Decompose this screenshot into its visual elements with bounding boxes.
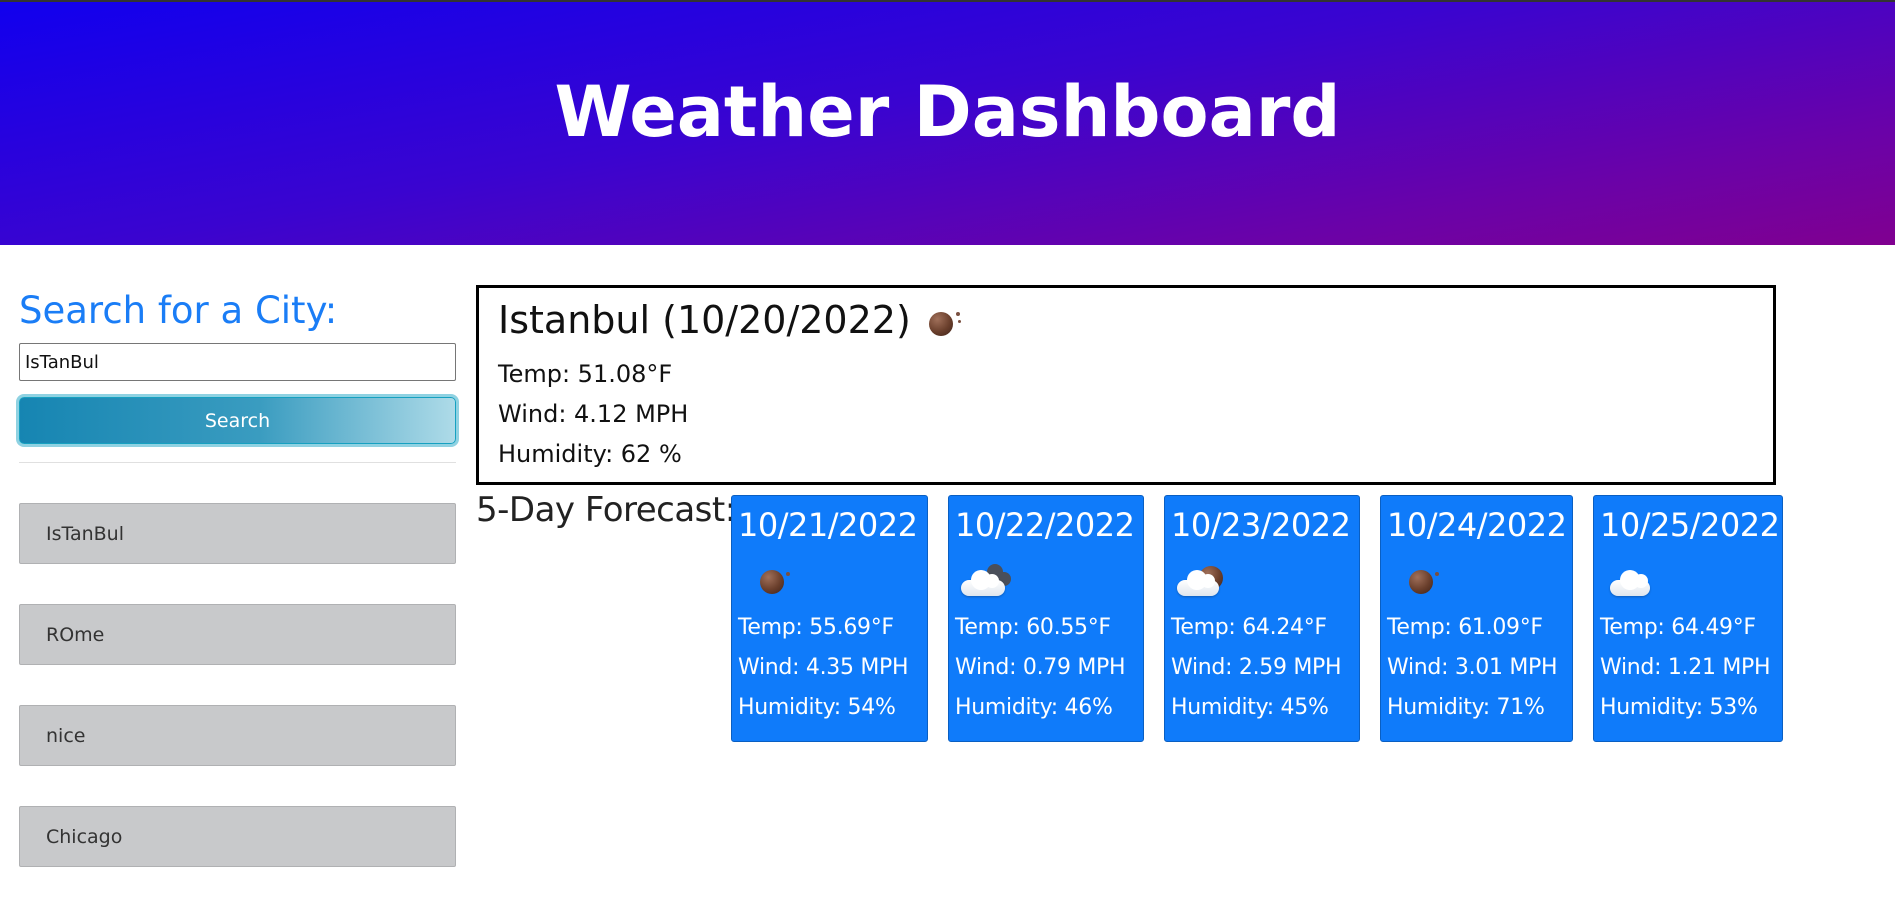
search-sidebar: Search for a City: Search IsTanBul ROme … [19,285,456,907]
night-partly-cloudy-icon [1171,554,1231,604]
forecast-humidity: Humidity: 53% [1600,695,1758,720]
forecast-date: 10/24/2022 [1387,506,1567,544]
current-city-date: Istanbul (10/20/2022) [498,298,911,342]
forecast-date: 10/21/2022 [738,506,918,544]
forecast-card: 10/25/2022 Temp: 64.49°F Wind: 1.21 MPH … [1593,495,1783,742]
forecast-wind: Wind: 1.21 MPH [1600,655,1771,680]
cloud-icon [1600,554,1660,604]
forecast-temp: Temp: 60.55°F [955,615,1111,640]
sidebar-divider [19,462,456,463]
current-temp: Temp: 51.08°F [498,360,673,388]
forecast-label: 5-Day Forecast: [476,490,736,530]
forecast-humidity: Humidity: 54% [738,695,896,720]
forecast-card: 10/21/2022 Temp: 55.69°F Wind: 4.35 MPH … [731,495,928,742]
history-item-nice[interactable]: nice [19,705,456,766]
history-item-istanbul[interactable]: IsTanBul [19,503,456,564]
history-item-chicago[interactable]: Chicago [19,806,456,867]
broken-clouds-icon [955,554,1015,604]
search-button[interactable]: Search [19,397,456,444]
current-wind: Wind: 4.12 MPH [498,400,689,428]
current-humidity: Humidity: 62 % [498,440,682,468]
forecast-card: 10/22/2022 Temp: 60.55°F Wind: 0.79 MPH … [948,495,1144,742]
forecast-temp: Temp: 64.24°F [1171,615,1327,640]
current-weather-panel: Istanbul (10/20/2022) Temp: 51.08°F Wind… [476,285,1776,485]
search-history-list: IsTanBul ROme nice Chicago [19,503,456,867]
forecast-date: 10/22/2022 [955,506,1135,544]
forecast-card: 10/24/2022 Temp: 61.09°F Wind: 3.01 MPH … [1380,495,1573,742]
forecast-wind: Wind: 2.59 MPH [1171,655,1342,680]
current-weather-title: Istanbul (10/20/2022) [498,294,1773,346]
forecast-humidity: Humidity: 45% [1171,695,1329,720]
night-clear-icon [738,554,798,604]
page-header: Weather Dashboard [0,0,1895,245]
night-clear-icon [925,308,965,338]
forecast-date: 10/23/2022 [1171,506,1351,544]
forecast-temp: Temp: 55.69°F [738,615,894,640]
forecast-humidity: Humidity: 46% [955,695,1113,720]
forecast-wind: Wind: 3.01 MPH [1387,655,1558,680]
forecast-humidity: Humidity: 71% [1387,695,1545,720]
forecast-temp: Temp: 64.49°F [1600,615,1756,640]
search-heading: Search for a City: [19,289,338,332]
forecast-card: 10/23/2022 Temp: 64.24°F Wind: 2.59 MPH … [1164,495,1360,742]
forecast-temp: Temp: 61.09°F [1387,615,1543,640]
forecast-date: 10/25/2022 [1600,506,1780,544]
night-clear-icon [1387,554,1447,604]
history-item-rome[interactable]: ROme [19,604,456,665]
page-title: Weather Dashboard [554,70,1341,153]
forecast-wind: Wind: 0.79 MPH [955,655,1126,680]
city-search-input[interactable] [19,343,456,381]
forecast-wind: Wind: 4.35 MPH [738,655,909,680]
